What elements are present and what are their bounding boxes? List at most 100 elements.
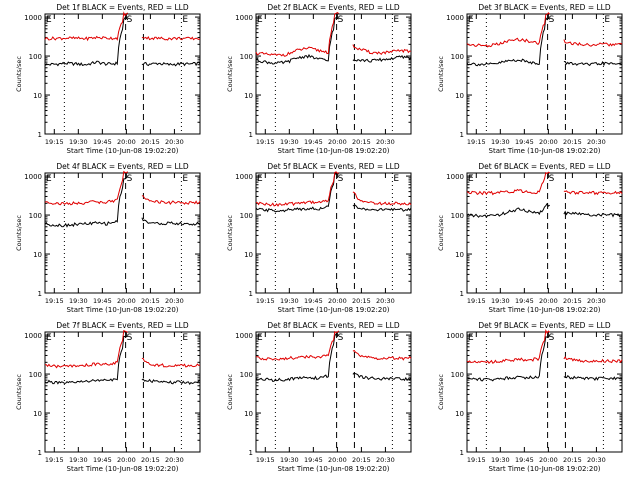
x-tick-label: 19:15: [256, 297, 275, 305]
y-tick-label: 100: [29, 371, 42, 379]
x-tick-label: 20:00: [117, 456, 136, 464]
y-tick-label: 1: [38, 131, 42, 139]
chart-panel-6: Det 6f BLACK = Events, RED = LLD 1 10 100 10…: [437, 162, 623, 314]
y-tick-label: 1000: [235, 173, 253, 181]
x-tick-label: 19:45: [515, 456, 534, 464]
x-tick-label: 20:00: [539, 456, 558, 464]
series-line-lld: [255, 171, 412, 207]
chart-panel-8: Det 8f BLACK = Events, RED = LLD 1 10 100 10…: [226, 321, 412, 473]
y-axis-label: Counts/sec: [15, 215, 23, 251]
marker-right-dotted: E: [393, 15, 399, 25]
marker-right-dotted: E: [393, 333, 399, 343]
y-tick-label: 1000: [446, 14, 464, 22]
y-tick-label: 10: [33, 410, 42, 418]
x-tick-label: 20:00: [328, 297, 347, 305]
y-tick-label: 1000: [235, 332, 253, 340]
y-tick-label: 10: [244, 410, 253, 418]
chart-panel-2: Det 2f BLACK = Events, RED = LLD 1 10 100 10…: [226, 3, 412, 155]
marker-left-edge: E: [257, 333, 263, 343]
y-tick-label: 10: [33, 251, 42, 259]
x-axis-label: Start Time (10-Jun-08 19:02:20): [489, 147, 601, 155]
x-tick-label: 20:15: [141, 297, 160, 305]
series-line-events: [44, 176, 201, 228]
series-line-events: [466, 202, 623, 219]
x-axis-label: Start Time (10-Jun-08 19:02:20): [278, 306, 390, 314]
chart-panel-3: Det 3f BLACK = Events, RED = LLD 1 10 100 10…: [437, 3, 623, 155]
series-line-events: [255, 17, 412, 65]
x-tick-label: 19:30: [491, 456, 510, 464]
x-tick-label: 19:45: [304, 456, 323, 464]
y-axis-label: Counts/sec: [437, 374, 445, 410]
y-tick-label: 100: [29, 212, 42, 220]
marker-left-edge: E: [257, 15, 263, 25]
chart-title: Det 4f BLACK = Events, RED = LLD: [56, 162, 189, 171]
x-tick-label: 19:30: [491, 297, 510, 305]
y-tick-label: 100: [29, 53, 42, 61]
y-tick-label: 1: [249, 449, 253, 457]
y-tick-label: 1: [38, 449, 42, 457]
chart-title: Det 6f BLACK = Events, RED = LLD: [478, 162, 611, 171]
x-tick-label: 19:45: [515, 138, 534, 146]
x-axis-label: Start Time (10-Jun-08 19:02:20): [67, 465, 179, 473]
x-tick-label: 19:30: [491, 138, 510, 146]
x-tick-label: 19:15: [45, 456, 64, 464]
x-tick-label: 20:00: [117, 297, 136, 305]
marker-saa-start: S: [338, 174, 344, 184]
marker-left-edge: E: [468, 333, 474, 343]
plot-frame: [255, 331, 412, 453]
marker-saa-start: S: [127, 333, 133, 343]
chart-title: Det 3f BLACK = Events, RED = LLD: [478, 3, 611, 12]
chart-title: Det 5f BLACK = Events, RED = LLD: [267, 162, 400, 171]
y-axis-label: Counts/sec: [437, 56, 445, 92]
y-axis-label: Counts/sec: [226, 215, 234, 251]
plot-frame: [44, 331, 201, 453]
x-tick-label: 19:15: [45, 138, 64, 146]
chart-panel-7: Det 7f BLACK = Events, RED = LLD 1 10 100 10…: [15, 321, 201, 473]
marker-left-edge: E: [468, 174, 474, 184]
x-tick-label: 20:15: [352, 297, 371, 305]
plot-frame: [466, 13, 623, 135]
y-axis-label: Counts/sec: [15, 374, 23, 410]
y-tick-label: 100: [240, 371, 253, 379]
marker-left-edge: E: [257, 174, 263, 184]
x-tick-label: 20:30: [165, 297, 184, 305]
x-tick-label: 20:30: [587, 297, 606, 305]
y-tick-label: 10: [455, 251, 464, 259]
x-tick-label: 19:15: [467, 138, 486, 146]
x-tick-label: 20:15: [141, 456, 160, 464]
x-tick-label: 20:30: [376, 456, 395, 464]
x-axis-label: Start Time (10-Jun-08 19:02:20): [67, 306, 179, 314]
marker-saa-start: S: [549, 15, 555, 25]
series-line-events: [466, 335, 623, 382]
x-tick-label: 19:30: [280, 456, 299, 464]
y-tick-label: 1: [249, 290, 253, 298]
marker-right-dotted: E: [604, 15, 610, 25]
series-line-events: [44, 16, 201, 67]
x-tick-label: 19:30: [69, 297, 88, 305]
marker-left-edge: E: [46, 333, 52, 343]
x-tick-label: 20:30: [376, 297, 395, 305]
y-axis-label: Counts/sec: [437, 215, 445, 251]
plot-frame: [466, 331, 623, 453]
chart-panel-1: Det 1f BLACK = Events, RED = LLD 1 10 100 10…: [15, 3, 201, 155]
x-tick-label: 19:30: [280, 138, 299, 146]
y-tick-label: 100: [240, 53, 253, 61]
x-tick-label: 19:15: [256, 138, 275, 146]
x-tick-label: 20:00: [539, 138, 558, 146]
series-line-lld: [466, 171, 623, 196]
x-tick-label: 20:15: [352, 138, 371, 146]
chart-panel-9: Det 9f BLACK = Events, RED = LLD 1 10 100 10…: [437, 321, 623, 473]
chart-panel-4: Det 4f BLACK = Events, RED = LLD 1 10 100 10…: [15, 162, 201, 314]
marker-saa-start: S: [127, 174, 133, 184]
x-tick-label: 19:45: [304, 138, 323, 146]
series-line-lld: [255, 12, 412, 57]
x-tick-label: 20:00: [328, 456, 347, 464]
plot-frame: [255, 172, 412, 294]
marker-right-dotted: E: [182, 333, 188, 343]
series-line-events: [255, 333, 412, 382]
y-axis-label: Counts/sec: [15, 56, 23, 92]
series-line-events: [466, 16, 623, 67]
y-tick-label: 10: [455, 92, 464, 100]
y-tick-label: 1: [460, 290, 464, 298]
